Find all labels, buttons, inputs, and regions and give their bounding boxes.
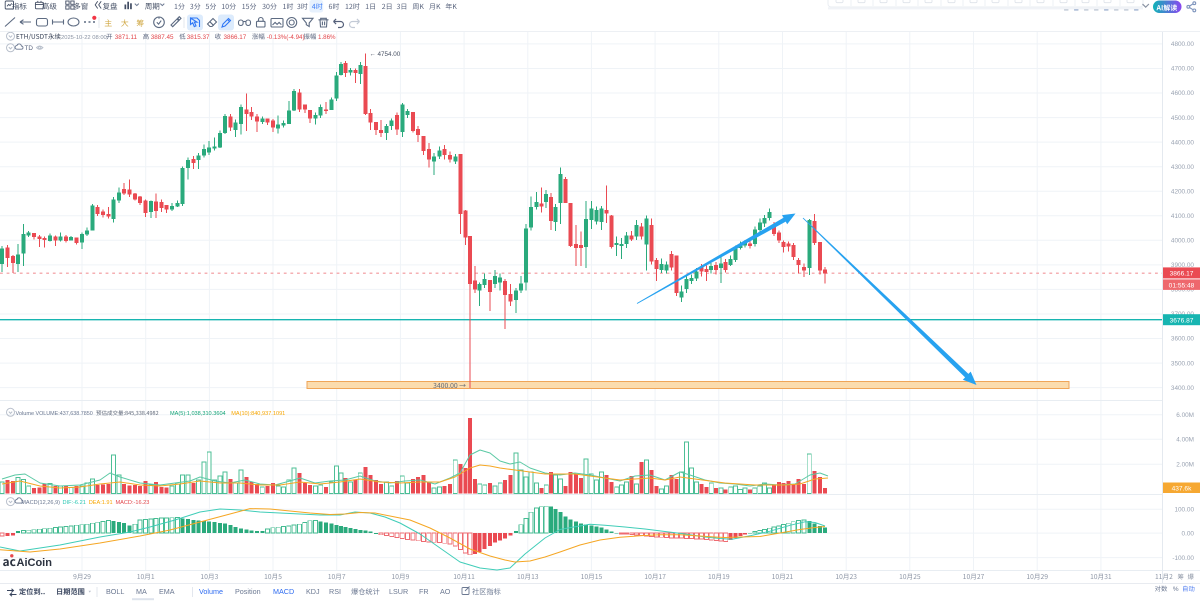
svg-text:4100.00: 4100.00 [1171,213,1195,220]
svg-text:3866.17: 3866.17 [224,34,247,41]
svg-text:3676.87: 3676.87 [1170,317,1194,324]
svg-text:4000.00: 4000.00 [1171,238,1195,245]
svg-text:4500.00: 4500.00 [1171,115,1195,122]
svg-text:3800.00: 3800.00 [1171,287,1195,294]
svg-text:Position: Position [235,587,261,596]
svg-text:DEA:1.91: DEA:1.91 [89,500,113,506]
svg-text:0.00: 0.00 [1182,531,1195,538]
svg-text:EMA: EMA [159,587,175,596]
svg-text:4400.00: 4400.00 [1171,139,1195,146]
svg-text:3500.00: 3500.00 [1171,360,1195,367]
svg-text:KDJ: KDJ [306,587,320,596]
svg-text:LSUR: LSUR [389,587,408,596]
svg-text:MA(10):840,937.1091: MA(10):840,937.1091 [231,411,285,417]
svg-text:BOLL: BOLL [106,587,124,596]
svg-text:100.00: 100.00 [1174,507,1194,514]
svg-text:Volume: Volume [199,587,223,596]
svg-text:3400.00: 3400.00 [1171,385,1195,392]
svg-text:4700.00: 4700.00 [1171,66,1195,73]
svg-text:4200.00: 4200.00 [1171,188,1195,195]
svg-text:3871.11: 3871.11 [115,34,138,41]
svg-text:3887.45: 3887.45 [151,34,174,41]
svg-text:4.00M: 4.00M [1176,437,1194,444]
svg-text:Volume: Volume [16,411,35,417]
svg-text:DIF:-6.21: DIF:-6.21 [63,500,86,506]
svg-text:4800.00: 4800.00 [1171,41,1195,48]
svg-text:← 4754.00: ← 4754.00 [370,51,401,58]
svg-text:6.00M: 6.00M [1176,412,1194,419]
svg-text:3866.17: 3866.17 [1170,271,1194,278]
svg-text:MACD: MACD [273,587,294,596]
svg-text:3815.37: 3815.37 [187,34,210,41]
svg-text:FR: FR [419,587,429,596]
svg-text:437.6k: 437.6k [1172,486,1193,493]
svg-text:AO: AO [440,587,451,596]
svg-text:3900.00: 3900.00 [1171,262,1195,269]
svg-text:MACD:-16.23: MACD:-16.23 [116,500,150,506]
svg-text:01:55:48: 01:55:48 [1169,282,1195,289]
svg-text:2.00M: 2.00M [1176,462,1194,469]
svg-text:MACD(12,26,9): MACD(12,26,9) [21,500,60,506]
svg-text:4600.00: 4600.00 [1171,90,1195,97]
svg-text:%: % [1173,586,1179,593]
svg-text:3600.00: 3600.00 [1171,336,1195,343]
svg-text:-0.13%(-4.94): -0.13%(-4.94) [267,34,305,41]
svg-text:-100.00: -100.00 [1172,555,1194,562]
svg-text:MA: MA [136,587,147,596]
svg-text:VOLUME:437,638.7850: VOLUME:437,638.7850 [36,411,93,417]
svg-text:1.86%: 1.86% [318,34,336,41]
svg-text:MA(5):1,038,310.3604: MA(5):1,038,310.3604 [170,411,226,417]
svg-text:2025-10-22 08:00: 2025-10-22 08:00 [61,35,107,41]
svg-text:AiCoin: AiCoin [17,557,53,569]
svg-text:TD: TD [25,45,34,52]
svg-text:RSI: RSI [329,587,341,596]
svg-text:4300.00: 4300.00 [1171,164,1195,171]
